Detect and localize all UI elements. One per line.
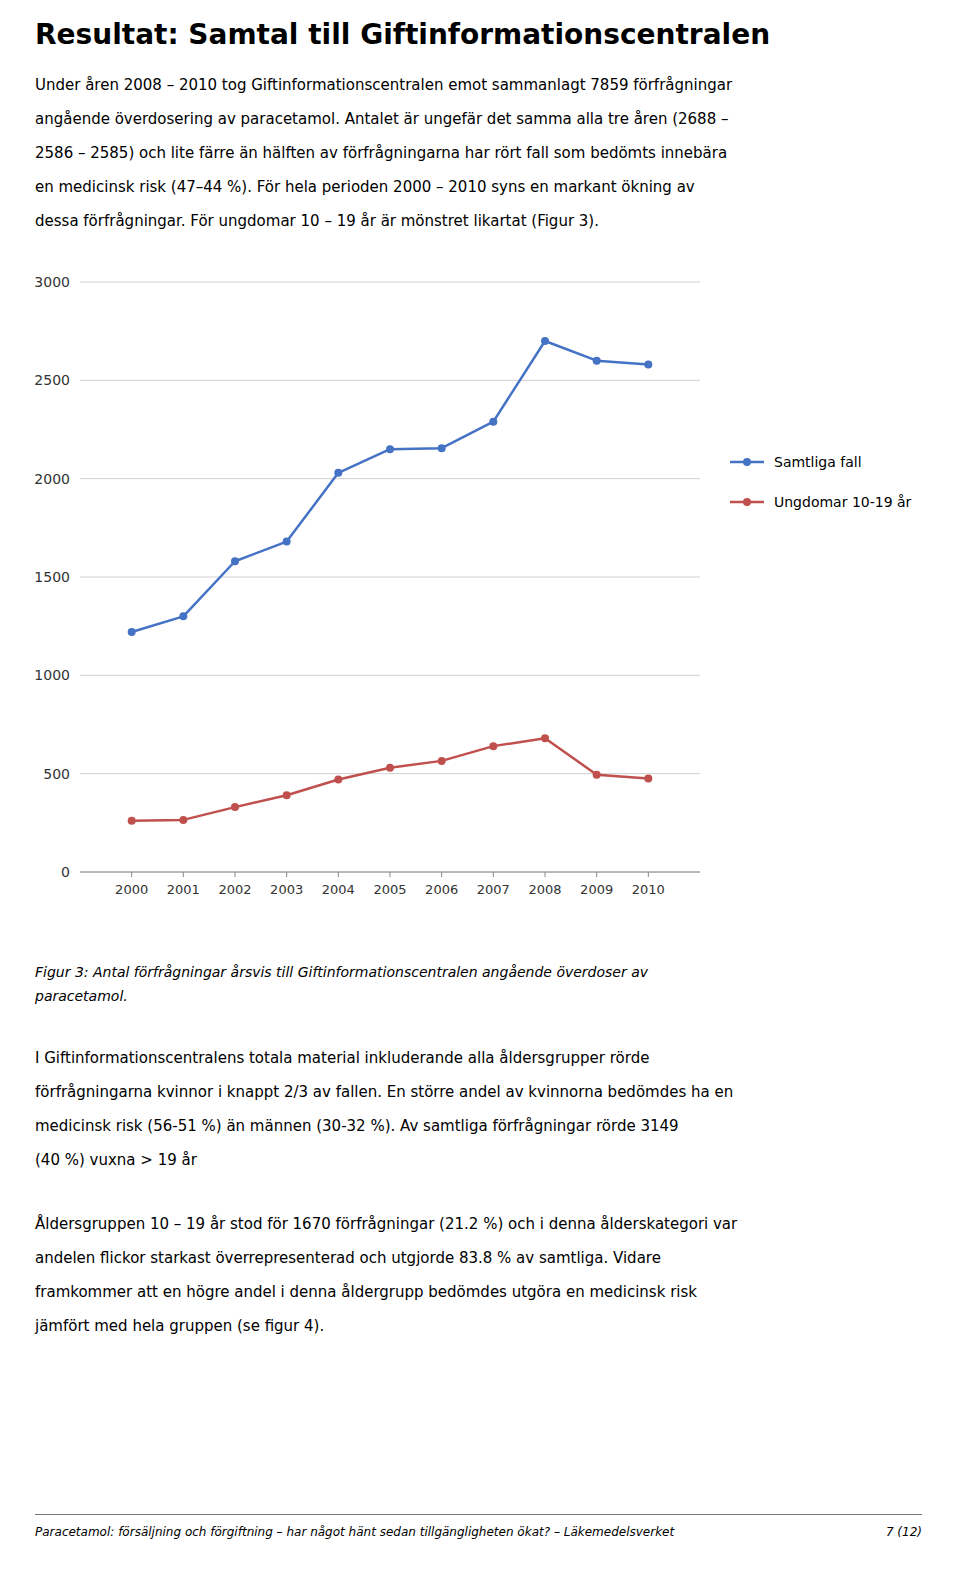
footer-rule: [35, 1514, 922, 1515]
y-tick-label: 1500: [34, 569, 70, 585]
series-point: [283, 538, 291, 546]
series-point: [231, 557, 239, 565]
figure-caption: Figur 3: Antal förfrågningar årsvis till…: [35, 962, 648, 982]
legend-marker: [743, 498, 751, 506]
footer-left: Paracetamol: försäljning och förgiftning…: [35, 1524, 674, 1540]
y-grid-line: [80, 380, 700, 381]
y-tick-label: 3000: [34, 274, 70, 290]
x-tick-label: 2004: [322, 882, 355, 897]
series-point: [334, 469, 342, 477]
y-tick-label: 2000: [34, 471, 70, 487]
paragraph-line: medicinsk risk (56-51 %) än männen (30-3…: [35, 1116, 679, 1136]
series-point: [489, 742, 497, 750]
x-tick: [286, 872, 287, 877]
line-chart: 0 500 1000 1500 2000 2500 3000 2000 2001 2002 2003…: [0, 262, 960, 952]
y-tick-label: 2500: [34, 372, 70, 388]
legend-label: Ungdomar 10-19 år: [774, 494, 912, 510]
y-grid-line: [80, 282, 700, 283]
y-tick-label: 1000: [34, 667, 70, 683]
legend: Samtliga fall Ungdomar 10-19 år: [730, 454, 912, 510]
x-tick: [338, 872, 339, 877]
series-point: [386, 445, 394, 453]
x-tick-label: 2003: [270, 882, 303, 897]
paragraph-line: Åldersgruppen 10 – 19 år stod för 1670 f…: [35, 1214, 737, 1234]
x-tick-label: 2009: [580, 882, 613, 897]
series-line: [132, 341, 649, 632]
intro-line: dessa förfrågningar. För ungdomar 10 – 1…: [35, 211, 599, 231]
series-point: [231, 803, 239, 811]
series-point: [128, 628, 136, 636]
intro-line: Under åren 2008 – 2010 tog Giftinformati…: [35, 75, 732, 95]
x-tick-label: 2010: [632, 882, 665, 897]
page-title: Resultat: Samtal till Giftinformationsce…: [35, 18, 770, 52]
plot-data: [128, 337, 653, 825]
series-point: [541, 734, 549, 742]
y-tick-label: 0: [61, 864, 70, 880]
x-tick-label: 2005: [373, 882, 406, 897]
series-point: [283, 791, 291, 799]
x-tick-label: 2002: [218, 882, 251, 897]
legend-label: Samtliga fall: [774, 454, 862, 470]
y-grid-line: [80, 773, 700, 774]
series-point: [334, 776, 342, 784]
x-tick-label: 2007: [477, 882, 510, 897]
paragraph-line: I Giftinformationscentralens totala mate…: [35, 1048, 649, 1068]
x-tick-label: 2001: [167, 882, 200, 897]
series-point: [438, 757, 446, 765]
axes: 0 500 1000 1500 2000 2500 3000 2000 2001 2002 2003…: [34, 274, 700, 897]
figure-caption: paracetamol.: [35, 986, 128, 1006]
series-point: [593, 771, 601, 779]
series-line: [132, 738, 649, 821]
x-tick: [596, 872, 597, 877]
x-tick: [235, 872, 236, 877]
y-grid-line: [80, 675, 700, 676]
intro-line: en medicinsk risk (47–44 %). För hela pe…: [35, 177, 695, 197]
y-grid-line: [80, 577, 700, 578]
series-point: [128, 817, 136, 825]
y-tick-label: 500: [43, 766, 70, 782]
series-point: [644, 361, 652, 369]
x-tick: [390, 872, 391, 877]
intro-line: angående överdosering av paracetamol. An…: [35, 109, 728, 129]
paragraph-line: (40 %) vuxna > 19 år: [35, 1150, 197, 1170]
series-point: [386, 764, 394, 772]
series-point: [179, 816, 187, 824]
x-tick-label: 2006: [425, 882, 458, 897]
x-tick-label: 2000: [115, 882, 148, 897]
series-point: [593, 357, 601, 365]
footer-right: 7 (12): [886, 1524, 922, 1540]
x-tick: [493, 872, 494, 877]
x-tick-label: 2008: [528, 882, 561, 897]
paragraph-line: förfrågningarna kvinnor i knappt 2/3 av …: [35, 1082, 733, 1102]
paragraph-line: andelen flickor starkast överrepresenter…: [35, 1248, 661, 1268]
x-tick: [648, 872, 649, 877]
series-point: [489, 418, 497, 426]
x-tick: [131, 872, 132, 877]
x-tick: [183, 872, 184, 877]
series-point: [179, 612, 187, 620]
paragraph-line: framkommer att en högre andel i denna ål…: [35, 1282, 697, 1302]
legend-marker: [743, 458, 751, 466]
y-grid-line: [80, 478, 700, 479]
intro-line: 2586 – 2585) och lite färre än hälften a…: [35, 143, 727, 163]
series-point: [438, 444, 446, 452]
paragraph-line: jämfört med hela gruppen (se figur 4).: [35, 1316, 324, 1336]
x-tick: [545, 872, 546, 877]
series-point: [644, 775, 652, 783]
x-tick: [441, 872, 442, 877]
series-point: [541, 337, 549, 345]
